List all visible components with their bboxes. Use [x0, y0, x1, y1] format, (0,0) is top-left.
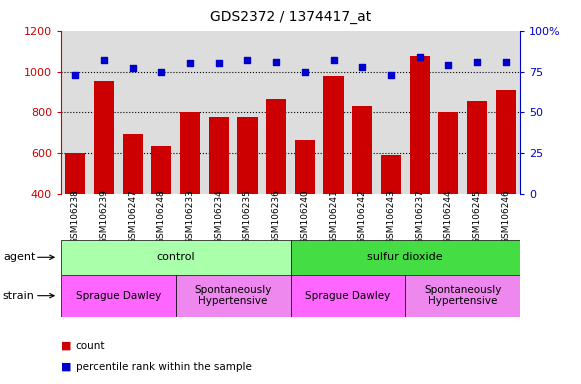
- Text: GSM106233: GSM106233: [185, 190, 195, 244]
- Point: [214, 60, 224, 66]
- Text: GSM106244: GSM106244: [444, 190, 453, 244]
- Bar: [61, 275, 175, 317]
- Point: [185, 60, 195, 66]
- Text: count: count: [76, 341, 105, 351]
- Point: [71, 72, 80, 78]
- Text: percentile rank within the sample: percentile rank within the sample: [76, 362, 252, 372]
- Text: ■: ■: [61, 362, 71, 372]
- Bar: [152, 146, 171, 194]
- Bar: [238, 118, 257, 194]
- Point: [357, 63, 367, 70]
- Text: ■: ■: [61, 341, 71, 351]
- Point: [501, 59, 510, 65]
- Bar: [352, 106, 372, 194]
- Point: [157, 68, 166, 74]
- Text: GSM106248: GSM106248: [157, 190, 166, 244]
- Bar: [410, 56, 429, 194]
- Text: sulfur dioxide: sulfur dioxide: [367, 252, 443, 262]
- Bar: [94, 81, 114, 194]
- Text: GSM106240: GSM106240: [300, 190, 309, 244]
- Bar: [438, 112, 458, 194]
- Bar: [467, 101, 487, 194]
- Point: [300, 68, 310, 74]
- Point: [386, 72, 396, 78]
- Bar: [61, 240, 290, 275]
- Point: [128, 65, 137, 71]
- Bar: [65, 153, 85, 194]
- Bar: [381, 155, 401, 194]
- Text: strain: strain: [3, 291, 35, 301]
- Point: [329, 57, 338, 63]
- Text: GSM106237: GSM106237: [415, 190, 424, 244]
- Bar: [266, 99, 286, 194]
- Point: [444, 62, 453, 68]
- Text: GSM106246: GSM106246: [501, 190, 510, 244]
- Bar: [175, 275, 290, 317]
- Point: [271, 59, 281, 65]
- Text: GSM106236: GSM106236: [272, 190, 281, 244]
- Text: GSM106235: GSM106235: [243, 190, 252, 244]
- Point: [415, 54, 424, 60]
- Text: GSM106241: GSM106241: [329, 190, 338, 244]
- Text: GSM106234: GSM106234: [214, 190, 223, 244]
- Point: [472, 59, 482, 65]
- Text: Sprague Dawley: Sprague Dawley: [76, 291, 161, 301]
- Text: GSM106247: GSM106247: [128, 190, 137, 244]
- Bar: [290, 275, 406, 317]
- Text: GSM106245: GSM106245: [472, 190, 482, 244]
- Text: GSM106239: GSM106239: [99, 190, 109, 244]
- Bar: [496, 90, 516, 194]
- Bar: [180, 112, 200, 194]
- Text: GDS2372 / 1374417_at: GDS2372 / 1374417_at: [210, 10, 371, 23]
- Text: GSM106243: GSM106243: [386, 190, 396, 244]
- Text: Spontaneously
Hypertensive: Spontaneously Hypertensive: [195, 285, 272, 306]
- Point: [243, 57, 252, 63]
- Text: Sprague Dawley: Sprague Dawley: [305, 291, 390, 301]
- Point: [99, 57, 109, 63]
- Text: agent: agent: [3, 252, 35, 262]
- Bar: [324, 76, 343, 194]
- Bar: [295, 140, 315, 194]
- Text: GSM106238: GSM106238: [71, 190, 80, 244]
- Text: GSM106242: GSM106242: [358, 190, 367, 244]
- Text: control: control: [156, 252, 195, 262]
- Bar: [290, 240, 520, 275]
- Bar: [123, 134, 143, 194]
- Bar: [406, 275, 520, 317]
- Text: Spontaneously
Hypertensive: Spontaneously Hypertensive: [424, 285, 501, 306]
- Bar: [209, 118, 229, 194]
